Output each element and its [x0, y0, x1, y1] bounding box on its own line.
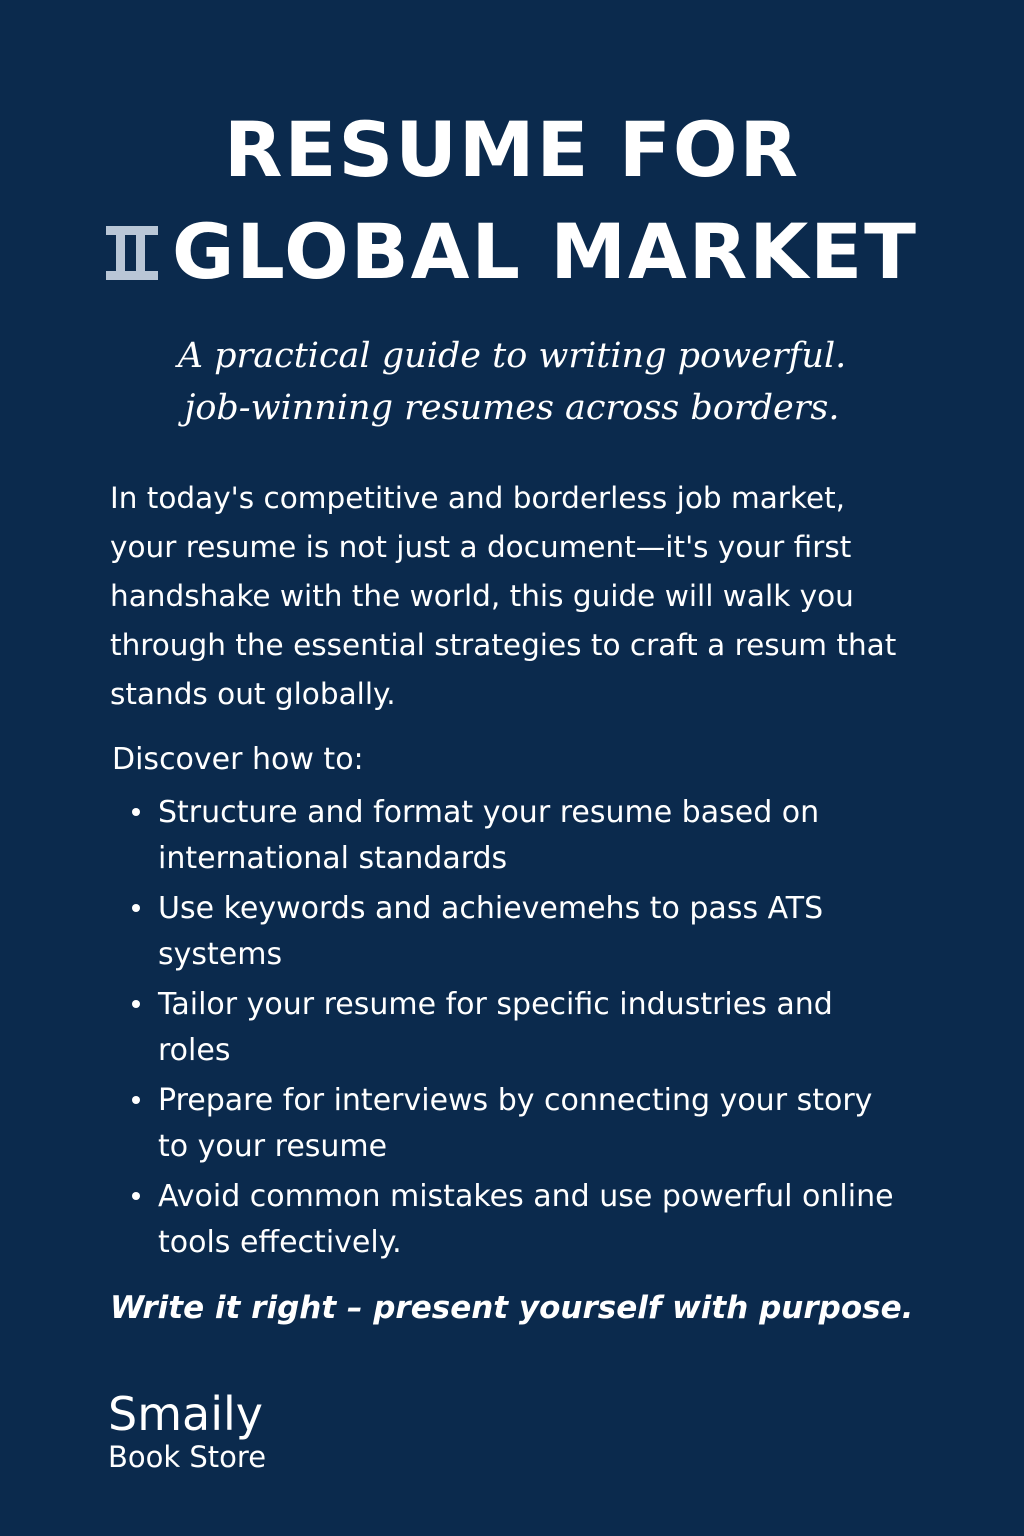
bullet-item: Tailor your resume for specific industri…	[130, 982, 910, 1074]
subtitle-line-2: job-winning resumes across borders.	[184, 388, 840, 428]
pillar-logo-icon	[106, 218, 159, 294]
title-line-1-text: RESUME FOR	[224, 105, 800, 194]
brand-name: Smaily	[108, 1387, 263, 1441]
bullet-dot-icon	[132, 904, 140, 912]
bullet-item: Prepare for interviews by connecting you…	[130, 1078, 910, 1170]
discover-heading: Discover how to:	[112, 742, 364, 777]
title-line-1: RESUME FOR	[0, 112, 1024, 188]
bullet-item: Avoid common mistakes and use powerful o…	[130, 1174, 910, 1266]
bullet-text: Avoid common mistakes and use powerful o…	[158, 1179, 894, 1260]
bullet-dot-icon	[132, 1096, 140, 1104]
tagline: Write it right – present yourself with p…	[110, 1290, 914, 1326]
bullet-dot-icon	[132, 808, 140, 816]
subtitle-line-1: A practical guide to writing powerful.	[177, 336, 847, 376]
bullet-text: Prepare for interviews by connecting you…	[158, 1083, 873, 1164]
publisher-brand: Smaily Book Store	[108, 1388, 266, 1474]
bullet-text: Use keywords and achievemehs to pass ATS…	[158, 891, 824, 972]
brand-subtitle: Book Store	[108, 1440, 267, 1474]
subtitle: A practical guide to writing powerful. j…	[0, 330, 1024, 434]
bullet-text: Structure and format your resume based o…	[158, 795, 820, 876]
bullet-text: Tailor your resume for specific industri…	[158, 987, 833, 1068]
title-line-2: GLOBAL MARKET	[0, 214, 1024, 290]
intro-paragraph: In today's competitive and borderless jo…	[110, 481, 897, 711]
title-line-2-text: GLOBAL MARKET	[172, 207, 918, 296]
bullet-dot-icon	[132, 1000, 140, 1008]
bullet-dot-icon	[132, 1192, 140, 1200]
bullet-item: Structure and format your resume based o…	[130, 790, 910, 882]
bullet-item: Use keywords and achievemehs to pass ATS…	[130, 886, 910, 978]
bullet-list: Structure and format your resume based o…	[130, 790, 910, 1270]
